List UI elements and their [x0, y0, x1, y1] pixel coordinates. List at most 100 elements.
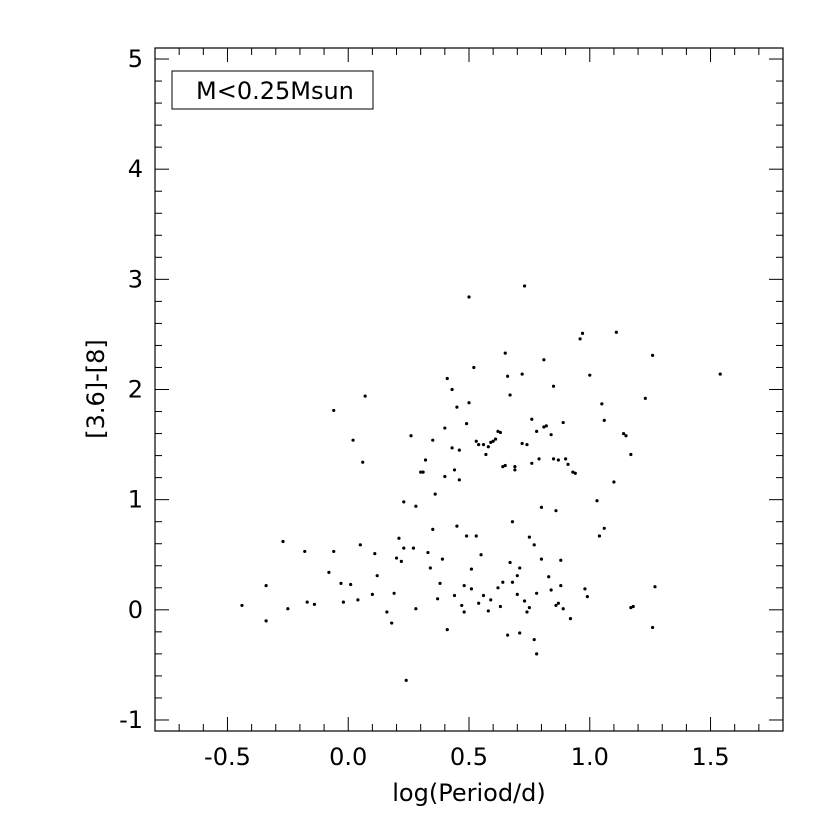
data-point [522, 599, 527, 603]
legend-box: M<0.25Msun [171, 70, 374, 110]
data-point [532, 637, 536, 642]
data-point [588, 373, 592, 377]
legend-label: M<0.25Msun [196, 77, 354, 105]
x-tick-label: 0.0 [329, 743, 367, 771]
data-point [455, 405, 459, 409]
data-point [486, 609, 490, 613]
data-point [402, 546, 406, 550]
data-point [643, 396, 647, 400]
y-tick-label: 0 [128, 596, 143, 624]
y-tick-label: 5 [128, 45, 143, 73]
data-point [612, 480, 616, 484]
data-point [481, 593, 486, 598]
data-point [363, 394, 367, 398]
data-point [358, 543, 362, 547]
data-point [597, 534, 602, 538]
data-point [600, 402, 604, 406]
data-point [510, 520, 515, 524]
data-point [525, 610, 529, 614]
data-point [431, 438, 435, 442]
data-point [595, 499, 599, 503]
data-point [489, 598, 493, 602]
data-point [312, 602, 317, 606]
data-point [443, 474, 447, 479]
data-point [568, 617, 573, 621]
data-point [464, 534, 469, 538]
data-point [508, 393, 512, 397]
data-point [559, 558, 563, 562]
legend-frame [171, 70, 374, 110]
data-point [491, 439, 495, 443]
data-point [650, 625, 655, 630]
axis-ticks: -0.5 0.0 0.5 1.0 1.5 -1 0 1 2 3 4 5 [119, 45, 784, 771]
data-point [373, 552, 377, 556]
data-point [467, 401, 471, 405]
data-point [518, 631, 522, 635]
data-point [445, 376, 449, 381]
data-point [414, 607, 418, 611]
data-point [629, 452, 633, 457]
data-point [556, 601, 560, 605]
x-tick-label: 1.5 [691, 743, 729, 771]
x-axis-title: log(Period/d) [392, 779, 545, 807]
data-point [518, 566, 522, 570]
y-tick-label: 3 [128, 265, 143, 293]
data-point [423, 458, 428, 462]
data-point [629, 606, 633, 610]
data-point [431, 527, 435, 532]
data-point [551, 457, 556, 461]
data-point [404, 678, 408, 682]
data-point [303, 549, 307, 554]
data-point [452, 468, 457, 472]
data-point [513, 465, 517, 469]
data-point [332, 549, 336, 554]
data-point [578, 337, 582, 341]
data-point [370, 592, 374, 597]
data-point [549, 588, 553, 592]
data-point [718, 372, 722, 376]
data-point [631, 604, 635, 609]
data-point [506, 374, 510, 378]
data-point [327, 570, 331, 574]
data-point [520, 372, 524, 376]
data-point [508, 560, 512, 565]
data-point [503, 463, 507, 468]
data-point [542, 425, 546, 429]
data-point [481, 442, 486, 447]
data-point [477, 442, 481, 447]
data-point [457, 448, 461, 452]
data-point [515, 574, 519, 578]
data-point [440, 557, 445, 561]
data-point [501, 465, 505, 469]
x-tick-label: -0.5 [204, 743, 251, 771]
data-point [469, 587, 474, 591]
data-point [462, 583, 466, 588]
data-point [339, 581, 343, 585]
data-points [240, 284, 722, 682]
data-point [450, 446, 454, 450]
data-point [585, 595, 589, 599]
data-point [392, 591, 396, 595]
data-point [501, 580, 505, 584]
data-point [506, 633, 510, 637]
data-point [614, 330, 618, 334]
data-point [554, 603, 558, 608]
data-point [341, 600, 345, 604]
data-point [544, 424, 548, 428]
data-point [496, 586, 500, 590]
data-point [515, 592, 519, 597]
data-point [445, 628, 449, 632]
data-point [522, 284, 527, 288]
data-point [464, 422, 469, 426]
data-point [240, 603, 244, 608]
data-point [450, 387, 454, 392]
data-point [394, 556, 399, 560]
data-point [305, 600, 309, 604]
y-tick-label: -1 [119, 706, 143, 734]
data-point [264, 583, 268, 588]
data-point [535, 429, 539, 433]
data-point [436, 597, 440, 601]
data-point [535, 652, 539, 656]
data-point [452, 593, 457, 598]
